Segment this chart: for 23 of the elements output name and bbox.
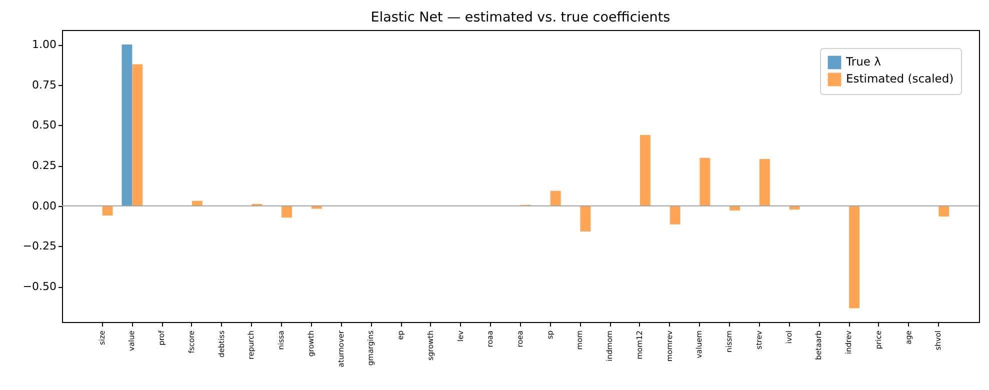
bar — [580, 206, 591, 232]
bar — [132, 64, 143, 206]
y-tick-label: 0.75 — [32, 78, 56, 92]
legend-label: Estimated (scaled) — [846, 72, 954, 86]
bar — [102, 206, 113, 216]
bar — [282, 206, 292, 218]
bar — [550, 190, 561, 206]
bar — [700, 158, 710, 206]
y-tick-label: −0.50 — [22, 280, 56, 294]
bar — [122, 44, 132, 206]
bar — [759, 159, 770, 206]
bar — [938, 206, 950, 216]
y-tick-label: −0.25 — [22, 240, 56, 253]
bar — [849, 206, 860, 308]
chart-title: Elastic Net — estimated vs. true coefficients — [370, 10, 670, 26]
y-tick-label: 0.00 — [32, 199, 56, 212]
y-tick-label: 0.25 — [32, 159, 56, 172]
bar — [192, 200, 202, 206]
legend-label: True λ — [845, 54, 882, 68]
y-tick-label: 1.00 — [32, 38, 56, 52]
bar — [670, 206, 680, 224]
bar — [640, 135, 650, 206]
y-tick-label: 0.50 — [32, 118, 56, 132]
